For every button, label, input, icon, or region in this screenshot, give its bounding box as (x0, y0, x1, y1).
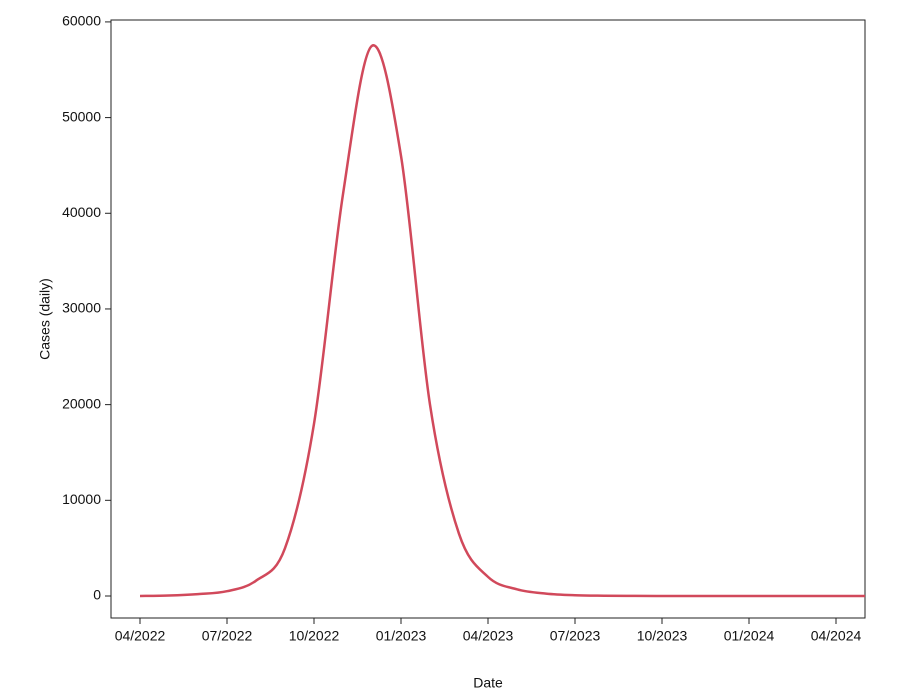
x-tick-label: 04/2024 (811, 628, 862, 644)
x-tick-label: 04/2022 (115, 628, 166, 644)
x-tick-label: 01/2024 (724, 628, 775, 644)
y-tick-label: 0 (93, 587, 101, 603)
x-tick-label: 07/2022 (202, 628, 253, 644)
x-tick-label: 07/2023 (550, 628, 601, 644)
y-tick-label: 30000 (62, 300, 101, 316)
y-tick-label: 10000 (62, 491, 101, 507)
x-tick-label: 10/2023 (637, 628, 688, 644)
x-tick-label: 10/2022 (289, 628, 340, 644)
x-tick-label: 04/2023 (463, 628, 514, 644)
y-tick-label: 50000 (62, 108, 101, 124)
y-tick-label: 60000 (62, 13, 101, 29)
plot-frame (110, 19, 866, 619)
x-tick-label: 01/2023 (376, 628, 427, 644)
line-series (139, 44, 865, 598)
y-axis-label: Cases (daily) (37, 278, 53, 360)
y-tick-label: 40000 (62, 204, 101, 220)
y-tick-label: 20000 (62, 395, 101, 411)
x-axis-label: Date (473, 675, 503, 691)
